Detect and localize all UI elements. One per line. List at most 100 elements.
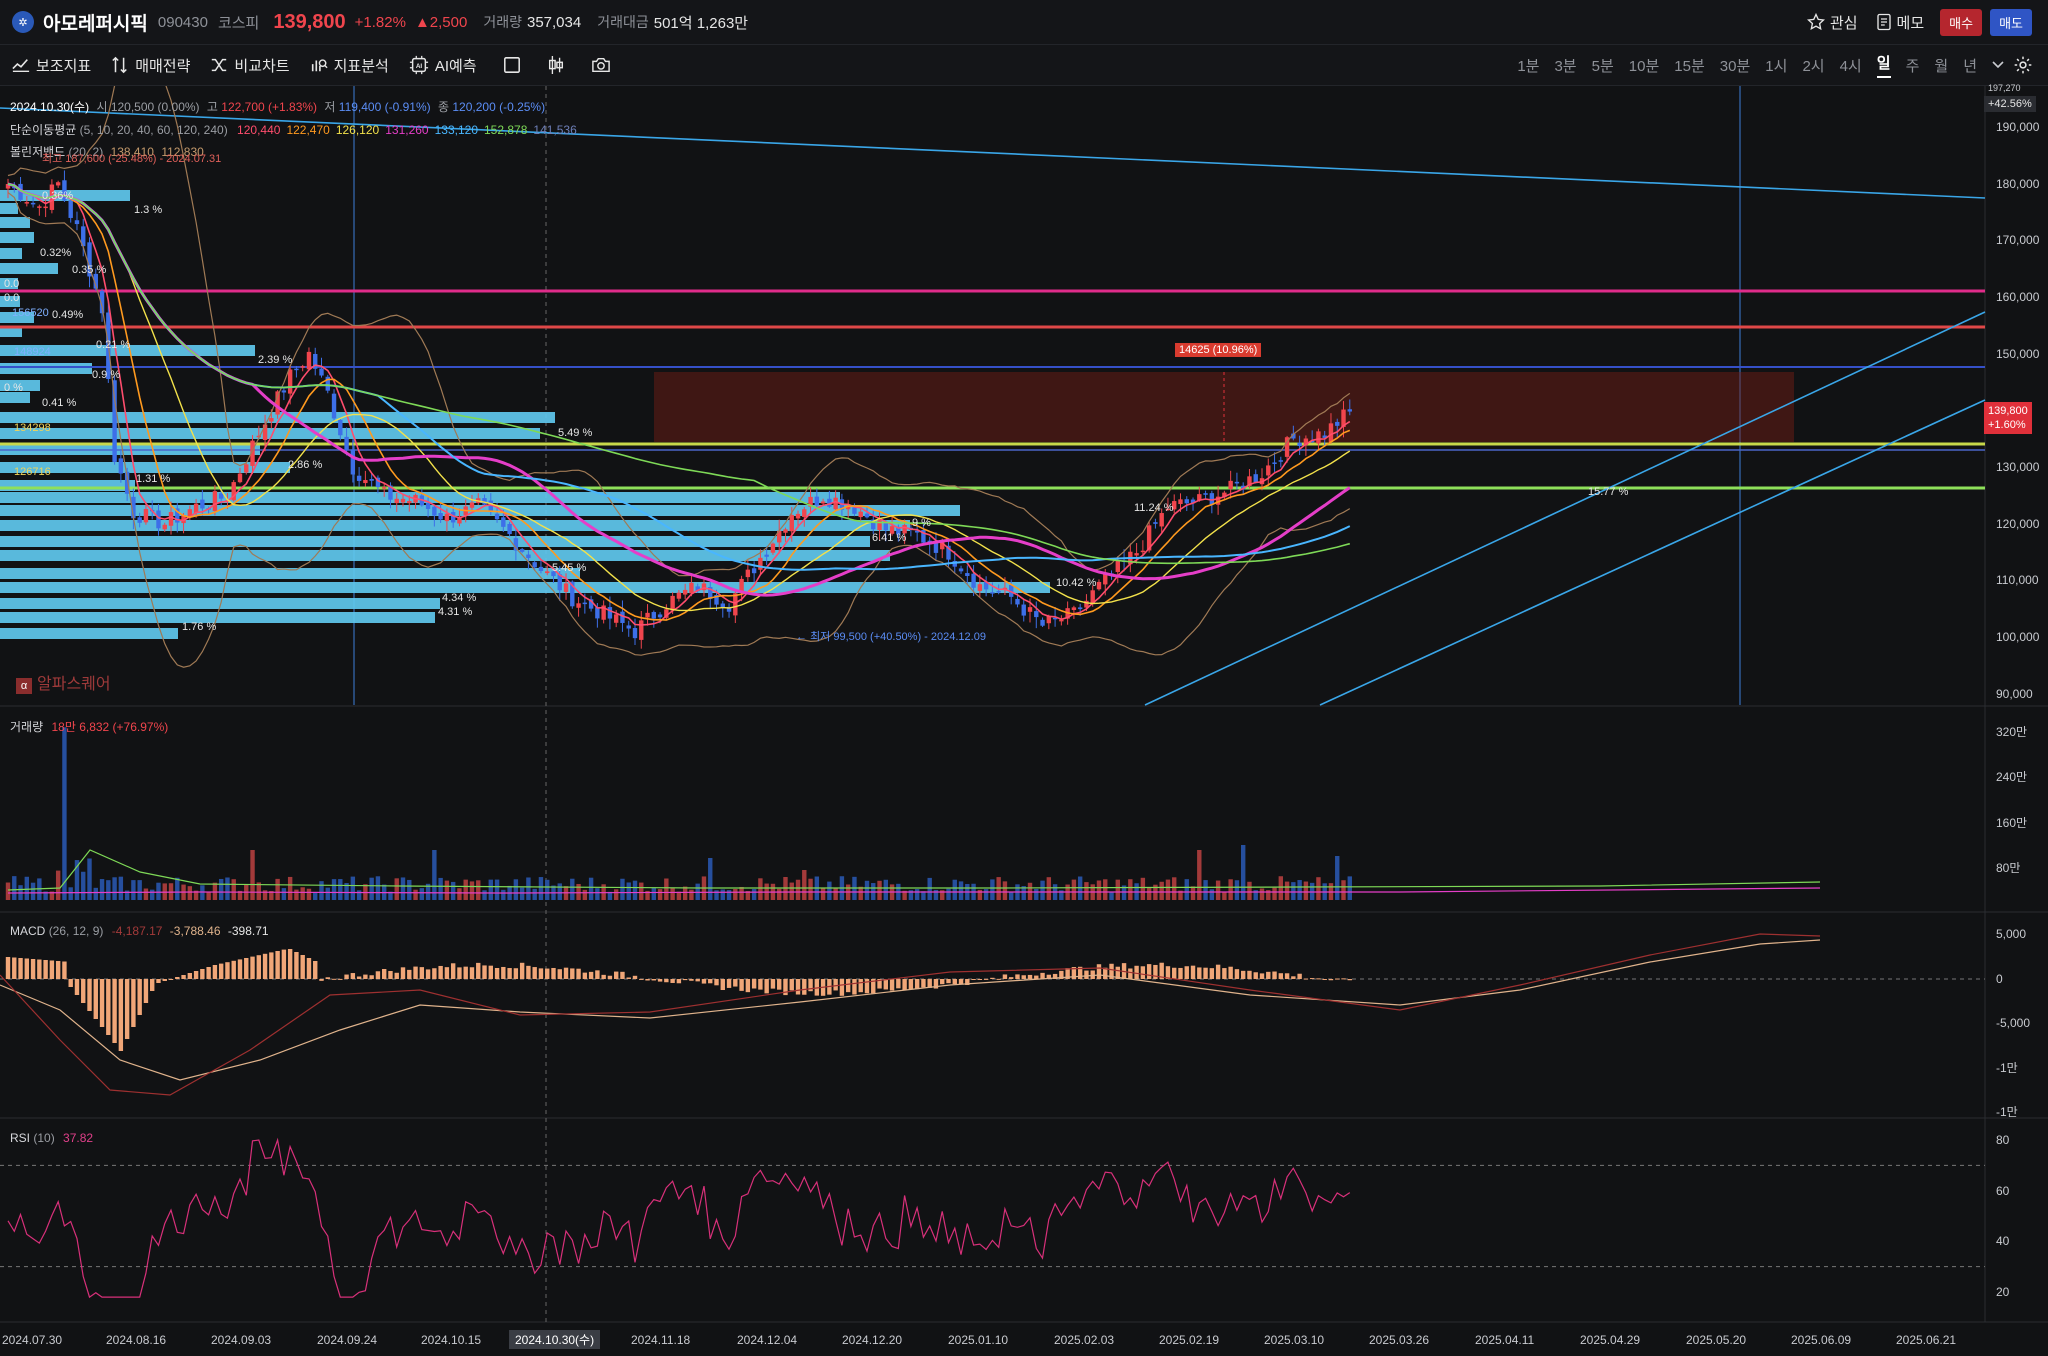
volume-bar	[582, 889, 588, 900]
macd-histogram-bar	[118, 979, 124, 1051]
layout-button[interactable]	[503, 56, 527, 74]
volume-bar	[519, 887, 525, 900]
range-measure-box	[654, 372, 1794, 442]
indicators-button[interactable]: 보조지표	[12, 55, 91, 76]
chevron-down-icon[interactable]	[1992, 57, 2004, 74]
settings-button[interactable]	[2013, 55, 2033, 80]
macd-histogram-bar	[444, 967, 450, 979]
timeframe-6[interactable]: 1시	[1765, 57, 1788, 75]
memo-button[interactable]: 메모	[1876, 12, 1924, 33]
moving-average-legend[interactable]: 단순이동평균 (5, 10, 20, 40, 60, 120, 240) 120…	[10, 121, 577, 138]
candle-body	[162, 524, 167, 530]
volume-bar	[1071, 879, 1077, 900]
axis-tick: -5,000	[1996, 1016, 2031, 1030]
stock-name[interactable]: 아모레퍼시픽	[43, 13, 148, 35]
candle-body	[5, 184, 11, 189]
volume-profile-label: 0.32%	[40, 247, 72, 259]
high-note: 최고 187,600 (-25.48%) - 2024.07.31	[42, 150, 221, 166]
timeframe-5[interactable]: 30분	[1719, 57, 1751, 75]
candle-body	[256, 435, 261, 438]
volume-profile-bar	[0, 248, 22, 259]
macd-histogram-bar	[751, 979, 757, 989]
volume-bar	[1027, 882, 1033, 900]
candle-body	[407, 501, 412, 504]
candle-body	[858, 511, 863, 518]
volume-bar	[49, 891, 55, 900]
volume-bar	[200, 885, 205, 900]
axis-tick: 60	[1996, 1183, 2010, 1198]
macd-histogram-bar	[1046, 974, 1052, 979]
watch-button[interactable]: 관심	[1806, 12, 1858, 33]
candle-body	[726, 606, 732, 612]
candle-body	[1027, 607, 1033, 612]
macd-histogram-bar	[1040, 972, 1045, 979]
macd-histogram-bar	[375, 971, 381, 979]
candle-body	[1134, 553, 1139, 556]
macd-histogram-bar	[739, 979, 744, 991]
candle-body	[287, 369, 293, 394]
timeframe-3[interactable]: 10분	[1628, 57, 1660, 75]
volume-bar	[745, 891, 751, 900]
volume-bar	[883, 879, 888, 900]
ai-forecast-button[interactable]: AI AI예측	[409, 55, 477, 76]
macd-histogram-bar	[977, 979, 983, 980]
volume-bar	[338, 879, 343, 900]
open-label: 시	[96, 100, 108, 114]
volume-profile-label: 1.3 %	[134, 204, 163, 216]
timeframe-4[interactable]: 15분	[1674, 57, 1705, 75]
timeframe-0[interactable]: 1분	[1517, 57, 1540, 75]
timeframe-10[interactable]: 주	[1905, 57, 1920, 75]
candle-body	[1247, 476, 1252, 486]
volume-title: 거래량	[10, 720, 44, 734]
ma-5	[7, 183, 1351, 626]
candle-body	[632, 628, 638, 639]
bollinger-legend[interactable]: 볼린저밴드 (20, 2) 138,410 112,830	[10, 143, 204, 160]
volume-bar	[62, 727, 67, 900]
macd-histogram-bar	[1335, 978, 1340, 980]
candle-body	[1178, 499, 1183, 505]
candle-body	[557, 574, 562, 591]
candle-body	[74, 220, 80, 225]
ai-label: AI예측	[434, 57, 477, 75]
timeframe-8[interactable]: 4시	[1839, 57, 1862, 75]
high-label: 고	[206, 100, 218, 114]
volume-profile-label: 0.9 %	[92, 369, 121, 381]
buy-button[interactable]: 매수	[1940, 8, 1983, 36]
timeframe-7[interactable]: 2시	[1802, 57, 1825, 75]
timeframe-9[interactable]: 일	[1876, 52, 1891, 78]
volume-bar	[143, 888, 149, 900]
volume-bar	[1046, 877, 1052, 900]
compare-button[interactable]: 비교차트	[210, 55, 290, 76]
screenshot-button[interactable]	[591, 56, 617, 74]
sell-button[interactable]: 매도	[1990, 8, 2032, 36]
change-amount: ▲2,500	[414, 13, 468, 31]
analysis-button[interactable]: 지표분석	[310, 55, 389, 76]
timeframe-11[interactable]: 월	[1934, 57, 1949, 75]
stock-code: 090430	[157, 13, 208, 31]
timeframe-1[interactable]: 3분	[1554, 57, 1577, 75]
candle-body	[808, 496, 813, 507]
candle-body	[425, 502, 431, 509]
axis-tick: 110,000	[1996, 573, 2039, 588]
timeframe-2[interactable]: 5분	[1591, 57, 1614, 75]
candle-body	[532, 562, 537, 568]
candle-body	[501, 517, 506, 527]
volume-bar	[940, 890, 945, 900]
bollinger-upper	[7, 86, 1351, 577]
price-chart[interactable]	[0, 86, 2048, 1356]
volume-profile-bar	[0, 628, 178, 639]
timeframe-12[interactable]: 년	[1963, 57, 1977, 75]
camera-icon	[591, 57, 610, 73]
chart-style-button[interactable]	[547, 55, 571, 75]
volume-bar	[1115, 879, 1120, 900]
ma-value-6: 141,536	[533, 123, 577, 137]
macd-histogram-bar	[369, 975, 374, 979]
volume-bar	[538, 877, 544, 900]
strategy-button[interactable]: 매매전략	[111, 55, 190, 76]
volume-bar	[68, 887, 73, 900]
volume-bar	[607, 891, 613, 900]
macd-histogram-bar	[726, 979, 732, 988]
macd-histogram-bar	[927, 979, 932, 988]
volume-bar	[958, 881, 964, 900]
macd-histogram-bar	[43, 960, 48, 979]
